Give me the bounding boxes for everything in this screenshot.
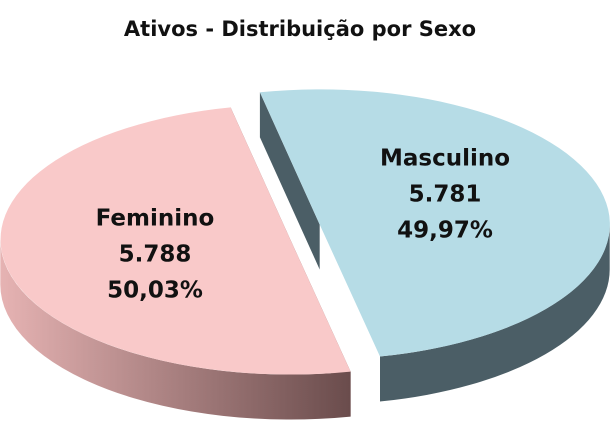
slice-face xyxy=(259,92,320,270)
slice-side xyxy=(380,224,610,402)
chart-title: Ativos - Distribuição por Sexo xyxy=(124,17,476,41)
slice-count: 5.781 xyxy=(409,182,482,208)
slice-side xyxy=(0,239,351,420)
slice-count: 5.788 xyxy=(119,242,192,268)
slice xyxy=(0,107,351,375)
slice-category: Masculino xyxy=(380,146,510,172)
slice-category: Feminino xyxy=(96,206,215,232)
slice-percent: 50,03% xyxy=(107,278,203,304)
slice xyxy=(259,89,610,357)
slice-percent: 49,97% xyxy=(397,218,493,244)
